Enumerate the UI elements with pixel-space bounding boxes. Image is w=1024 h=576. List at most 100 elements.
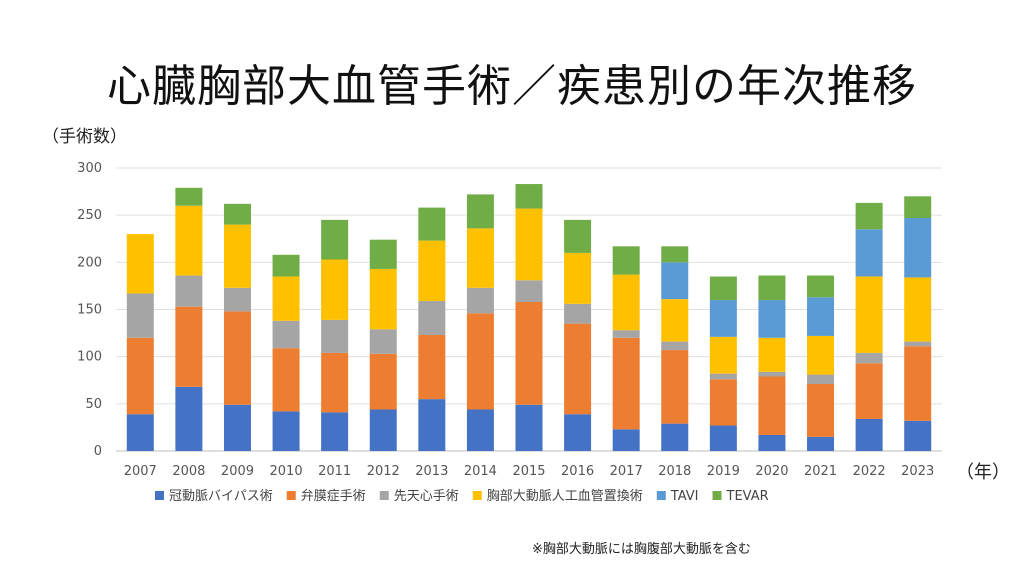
y-tick-label: 50 (85, 397, 102, 412)
x-tick-label: 2011 (318, 464, 351, 479)
bar-segment (758, 434, 786, 451)
bar-segment (758, 376, 786, 435)
bar-segment (418, 240, 446, 302)
bar-segment (855, 363, 883, 419)
bar-segment (515, 184, 543, 209)
y-tick-label: 250 (77, 208, 102, 223)
bar-segment (175, 187, 203, 206)
legend-label: 冠動脈バイパス術 (169, 489, 273, 504)
bar-segment (126, 414, 154, 451)
bar-segment (515, 280, 543, 302)
bar-segment (369, 239, 397, 269)
bar-segment (904, 341, 932, 347)
bar-segment (175, 386, 203, 451)
bar-segment (466, 228, 494, 288)
bar-segment (661, 423, 689, 451)
bar-segment (758, 371, 786, 377)
bar-segment (321, 319, 349, 353)
bar-segment (418, 207, 446, 241)
bar-segment (515, 301, 543, 405)
legend-swatch (656, 491, 666, 500)
legend-swatch (379, 491, 389, 500)
bar-segment (272, 348, 300, 412)
bar-segment (612, 330, 640, 338)
bar-segment (466, 313, 494, 410)
bar-segment (515, 208, 543, 281)
bar-segment (807, 297, 835, 336)
bar-segment (612, 337, 640, 430)
bar-segment (709, 276, 737, 301)
bar-segment (709, 373, 737, 380)
bar-segment (661, 350, 689, 424)
x-tick-label: 2007 (124, 464, 157, 479)
bar-segment (564, 323, 592, 415)
bar-segment (223, 404, 251, 451)
bar-segment (321, 219, 349, 260)
bar-segment (855, 202, 883, 230)
bar-segment (175, 306, 203, 387)
bar-segment (272, 411, 300, 451)
bar-segment (904, 196, 932, 218)
bar-segment (855, 276, 883, 353)
bar-segment (369, 409, 397, 451)
bar-segment (321, 352, 349, 413)
bar-segment (418, 399, 446, 451)
x-tick-label: 2015 (512, 464, 545, 479)
legend-label: 胸部大動脈人工血管置換術 (487, 489, 643, 504)
bar-segment (709, 425, 737, 451)
bar-segment (418, 301, 446, 335)
legend-label: 弁膜症手術 (301, 489, 366, 504)
bar-segment (612, 274, 640, 331)
legend-label: TAVI (670, 489, 699, 504)
x-tick-label: 2012 (367, 464, 400, 479)
bar-segment (369, 268, 397, 330)
bar-segment (126, 293, 154, 338)
bar-segment (758, 337, 786, 372)
bar-segment (223, 287, 251, 312)
bar-segment (758, 300, 786, 338)
bar-segment (272, 254, 300, 277)
legend-swatch (472, 491, 482, 500)
bar-segment (709, 336, 737, 374)
bar-segment (175, 275, 203, 307)
x-tick-label: 2017 (610, 464, 643, 479)
bar-segment (564, 219, 592, 253)
bar-segment (807, 275, 835, 298)
bar-segment (904, 346, 932, 421)
bar-segment (564, 252, 592, 304)
bar-segment (661, 299, 689, 342)
bar-segment (466, 287, 494, 314)
bar-segment (418, 334, 446, 400)
bar-segment (564, 303, 592, 324)
chart-title: 心臓胸部大血管手術／疾患別の年次推移 (107, 61, 917, 112)
x-tick-label: 2014 (464, 464, 497, 479)
bar-segment (904, 420, 932, 451)
bar-segment (126, 337, 154, 415)
bar-segment (807, 335, 835, 375)
bar-segment (661, 341, 689, 351)
footnote: ※胸部大動脈には胸腹部大動脈を含む (532, 542, 751, 557)
bar-segment (321, 259, 349, 320)
bar-segment (515, 404, 543, 451)
x-tick-label: 2019 (707, 464, 740, 479)
bar-segment (466, 194, 494, 229)
x-tick-label: 2013 (415, 464, 448, 479)
legend-label: TEVAR (726, 489, 769, 504)
bar-segment (807, 384, 835, 437)
bar-segment (855, 418, 883, 451)
bar-segment (807, 374, 835, 385)
x-tick-label: 2022 (853, 464, 886, 479)
y-axis-label: （手術数） (42, 127, 127, 147)
legend-label: 先天心手術 (394, 489, 459, 504)
bar-segment (466, 409, 494, 451)
x-tick-label: 2020 (755, 464, 788, 479)
y-tick-label: 300 (77, 161, 102, 176)
bar-segment (223, 224, 251, 288)
legend-swatch (712, 491, 722, 500)
bar-segment (175, 205, 203, 276)
bar-segment (126, 234, 154, 294)
x-tick-label: 2021 (804, 464, 837, 479)
x-tick-label: 2008 (172, 464, 205, 479)
bar-segment (855, 229, 883, 277)
